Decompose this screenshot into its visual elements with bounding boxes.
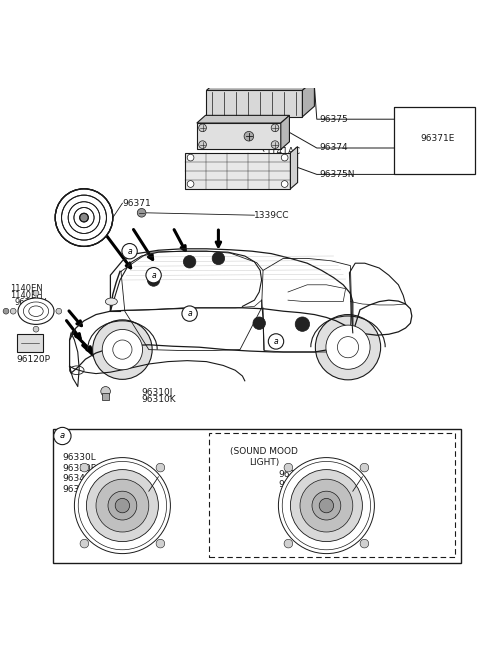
Circle shape [244, 131, 253, 141]
Circle shape [122, 243, 137, 259]
Text: 96375N: 96375N [319, 170, 355, 179]
Circle shape [199, 124, 206, 132]
Circle shape [360, 463, 369, 472]
Circle shape [360, 539, 369, 548]
Circle shape [326, 325, 370, 369]
Circle shape [55, 189, 113, 247]
Polygon shape [206, 80, 314, 91]
Polygon shape [281, 115, 289, 150]
Text: 1140EN: 1140EN [10, 284, 42, 293]
Circle shape [212, 252, 225, 264]
Bar [102, 393, 109, 400]
Circle shape [108, 491, 137, 520]
Text: a: a [60, 432, 65, 440]
Text: 96330L: 96330L [62, 453, 96, 462]
Circle shape [80, 213, 88, 222]
Circle shape [281, 154, 288, 161]
Circle shape [74, 458, 170, 554]
Circle shape [182, 306, 197, 321]
Text: 96340E: 96340E [62, 485, 96, 494]
Circle shape [54, 427, 71, 445]
Circle shape [300, 479, 353, 532]
Circle shape [284, 463, 293, 472]
Circle shape [199, 141, 206, 148]
Ellipse shape [18, 298, 54, 325]
Text: 1141AC: 1141AC [266, 147, 301, 156]
Polygon shape [290, 146, 298, 189]
Polygon shape [302, 80, 314, 117]
Text: 96310J: 96310J [142, 388, 173, 398]
Text: 96374: 96374 [319, 144, 348, 152]
Circle shape [93, 320, 152, 379]
Circle shape [156, 463, 165, 472]
Bar [53, 429, 461, 564]
Circle shape [253, 317, 265, 329]
Text: 96371: 96371 [122, 199, 151, 208]
Text: LIGHT): LIGHT) [249, 458, 279, 467]
Circle shape [315, 315, 381, 380]
Circle shape [156, 539, 165, 548]
Circle shape [11, 308, 16, 314]
Circle shape [86, 470, 158, 542]
Text: a: a [151, 271, 156, 279]
Text: a: a [187, 309, 192, 318]
Circle shape [268, 334, 284, 349]
Text: 96371E: 96371E [420, 134, 455, 143]
Bar [209, 433, 455, 558]
Text: 96375: 96375 [319, 115, 348, 124]
Circle shape [3, 308, 9, 314]
Bar [185, 153, 290, 189]
Bar [206, 91, 302, 117]
Circle shape [187, 180, 194, 188]
Circle shape [137, 209, 146, 217]
Circle shape [183, 256, 196, 268]
Circle shape [146, 268, 161, 283]
Text: 96120P: 96120P [17, 355, 51, 363]
Circle shape [33, 326, 39, 332]
Text: 96331E: 96331E [278, 470, 313, 479]
Circle shape [115, 499, 130, 513]
Circle shape [187, 154, 194, 161]
Circle shape [295, 317, 310, 331]
Circle shape [80, 539, 89, 548]
Circle shape [101, 386, 110, 396]
Circle shape [319, 499, 334, 513]
Text: 96340D: 96340D [62, 474, 98, 483]
Text: 96310K: 96310K [142, 396, 176, 405]
Text: 96330R: 96330R [62, 464, 97, 473]
Bar [17, 334, 43, 352]
Text: a: a [127, 247, 132, 256]
Circle shape [56, 308, 61, 314]
Text: (SOUND MOOD: (SOUND MOOD [230, 447, 298, 457]
Circle shape [290, 470, 362, 542]
Ellipse shape [106, 298, 117, 305]
Circle shape [102, 329, 143, 370]
Circle shape [278, 458, 374, 554]
Circle shape [271, 141, 279, 148]
Bar [394, 107, 475, 174]
Circle shape [33, 291, 39, 296]
Text: 1140EH: 1140EH [10, 291, 42, 300]
Circle shape [147, 274, 160, 286]
Polygon shape [197, 115, 289, 123]
Text: 96331F: 96331F [278, 480, 312, 489]
Circle shape [96, 479, 149, 532]
Circle shape [271, 124, 279, 132]
Circle shape [281, 180, 288, 188]
Text: 1339CC: 1339CC [254, 211, 290, 220]
Circle shape [284, 539, 293, 548]
Circle shape [80, 463, 89, 472]
Circle shape [312, 491, 341, 520]
Bar [197, 123, 281, 150]
Text: 96360U: 96360U [14, 298, 47, 307]
Text: a: a [274, 337, 278, 346]
